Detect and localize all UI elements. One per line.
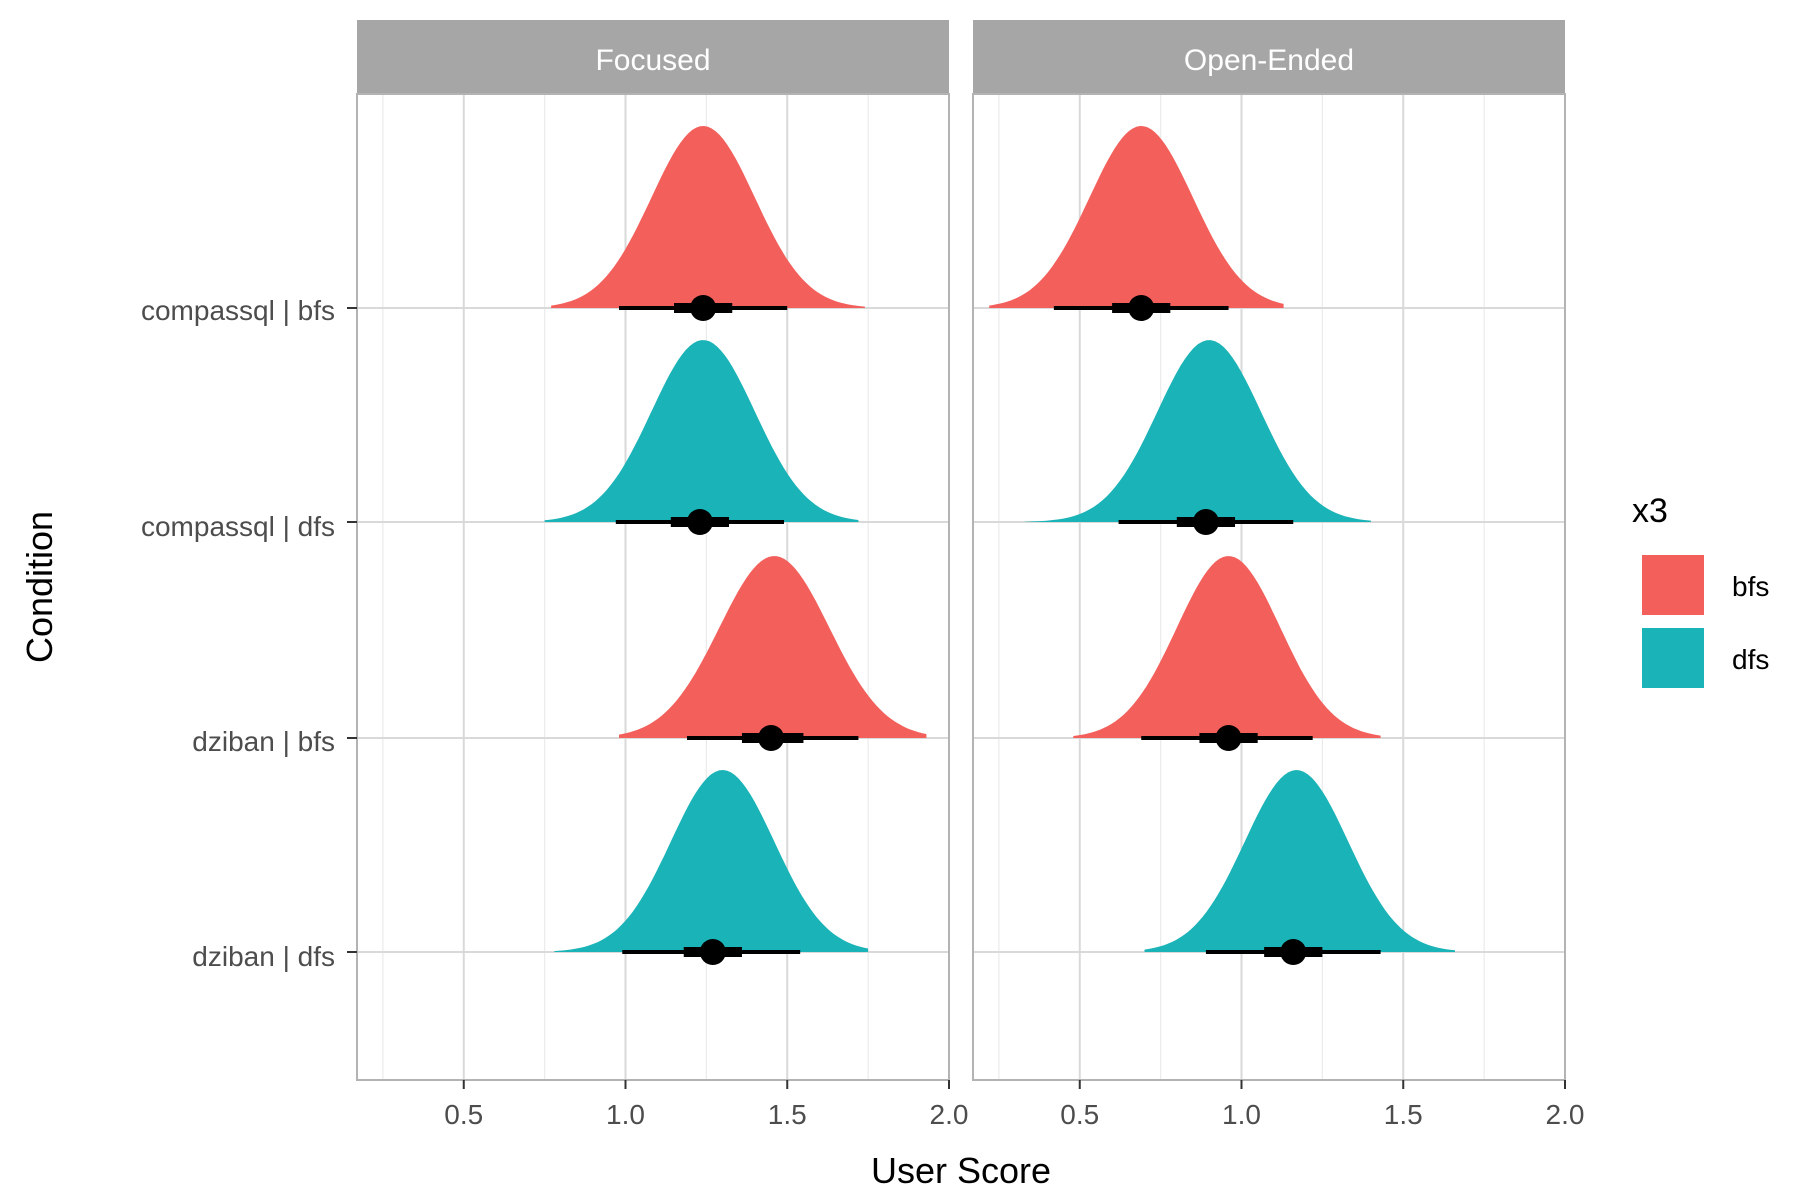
legend-label-bfs: bfs: [1732, 571, 1769, 602]
panel-open-ended-border: [972, 93, 1566, 1081]
x-tick-label: 1.0: [606, 1099, 645, 1130]
median-point: [699, 939, 726, 965]
legend: x3 bfs dfs: [1632, 492, 1769, 688]
density-dfs: [1144, 770, 1455, 952]
density-dfs: [1024, 340, 1371, 522]
x-tick-label: 0.5: [1060, 1099, 1099, 1130]
legend-key-dfs: [1642, 628, 1704, 688]
density-bfs: [989, 126, 1284, 308]
y-axis: compassql | bfs compassql | dfs dziban |…: [141, 295, 335, 972]
panel-open-ended-densities: [989, 126, 1455, 952]
panel-focused-densities: [544, 126, 927, 952]
density-dfs: [554, 770, 869, 952]
panel-focused-strip-label: Focused: [595, 44, 710, 77]
panel-focused-strip: [357, 20, 949, 94]
panel-open-ended-strip: [973, 20, 1565, 94]
panel-open-ended-x-ticks: 0.5 1.0 1.5 2.0: [1060, 1080, 1584, 1130]
panel-open-ended-strip-label: Open-Ended: [1184, 44, 1354, 77]
density-dfs: [544, 340, 859, 522]
y-tick-label: dziban | bfs: [192, 726, 335, 757]
panel-open-ended: Open-Ended 0.5 1.0 1.5 2.0: [972, 20, 1584, 1130]
median-point: [1192, 509, 1219, 535]
x-axis-title: User Score: [871, 1150, 1051, 1191]
legend-title: x3: [1632, 492, 1668, 530]
legend-label-dfs: dfs: [1732, 644, 1769, 675]
median-point: [1128, 295, 1155, 321]
median-point: [686, 509, 713, 535]
y-tick-label: compassql | bfs: [141, 295, 335, 326]
y-ticks: [347, 307, 357, 953]
x-tick-label: 1.0: [1222, 1099, 1261, 1130]
median-point: [1215, 725, 1242, 751]
median-point: [690, 295, 717, 321]
x-tick-label: 1.5: [768, 1099, 807, 1130]
density-bfs: [1073, 556, 1381, 738]
x-tick-label: 2.0: [930, 1099, 969, 1130]
x-tick-label: 1.5: [1384, 1099, 1423, 1130]
median-point: [1280, 939, 1307, 965]
panel-focused-border: [356, 93, 950, 1081]
panel-open-ended-intervals: [1053, 295, 1381, 965]
median-point: [758, 725, 785, 751]
y-tick-label: dziban | dfs: [192, 941, 335, 972]
x-tick-label: 2.0: [1546, 1099, 1585, 1130]
legend-key-bfs: [1642, 555, 1704, 615]
y-axis-title: Condition: [19, 511, 60, 663]
density-bfs: [619, 556, 927, 738]
x-tick-label: 0.5: [444, 1099, 483, 1130]
panel-focused-x-ticks: 0.5 1.0 1.5 2.0: [444, 1080, 968, 1130]
panel-focused: Focused 0.5 1.0 1.5 2.0: [356, 20, 968, 1130]
density-bfs: [551, 126, 865, 308]
panel-focused-intervals: [615, 295, 859, 965]
y-tick-label: compassql | dfs: [141, 511, 335, 542]
